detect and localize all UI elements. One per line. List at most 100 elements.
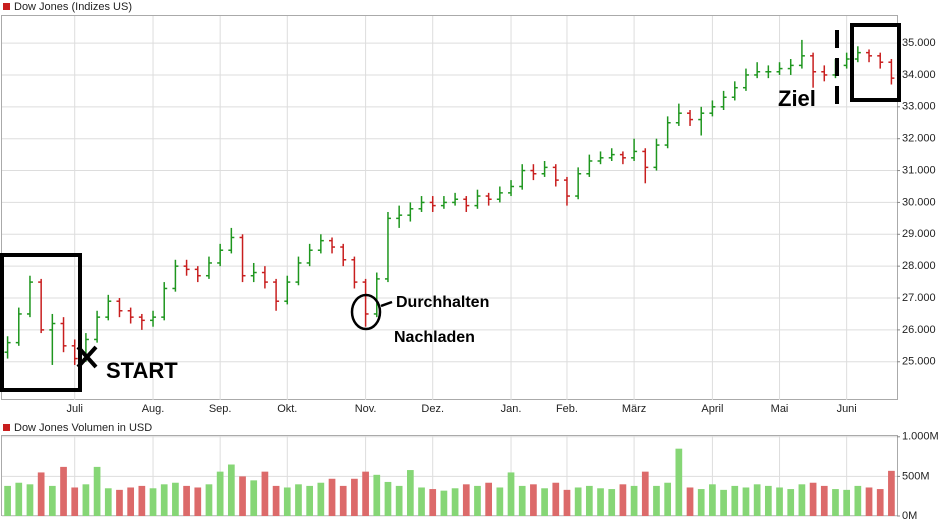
volume-bar	[272, 485, 280, 516]
annotation: START	[106, 358, 178, 383]
y-tick-label: 35.000	[902, 37, 936, 49]
volume-bar	[283, 487, 291, 516]
y-tick-label: 33.000	[902, 101, 936, 113]
volume-bar	[776, 487, 783, 516]
volume-bar	[574, 487, 582, 516]
y-tick-label: 29.000	[902, 228, 936, 240]
volume-bar	[60, 466, 67, 516]
annotation: Durchhalten	[396, 294, 489, 311]
y-tick-label: 31.000	[902, 164, 936, 176]
start-cross	[76, 345, 98, 369]
annotation: Nachladen	[394, 329, 475, 346]
volume-bar	[406, 470, 414, 516]
price-panel	[1, 15, 898, 400]
volume-bar	[809, 482, 817, 516]
volume-bar	[664, 482, 672, 516]
marks: Juli Aug. Sep. Okt. Nov. Dez. Jan. Feb. März Apri…	[2, 16, 939, 522]
volume-bar	[116, 489, 123, 516]
volume-bar	[787, 489, 795, 516]
volume-bar	[608, 489, 616, 516]
legend-swatch	[3, 3, 10, 10]
volume-bar	[261, 471, 269, 516]
volume-bar	[697, 489, 705, 516]
volume-bar	[597, 488, 604, 516]
volume-bar	[104, 488, 112, 516]
volume-bar	[630, 485, 638, 516]
y-tick-label: 26.000	[902, 324, 936, 336]
x-tick-label: Juli	[66, 403, 83, 415]
volume-bar	[888, 470, 895, 516]
volume-bar	[530, 484, 537, 516]
volume-bar	[362, 471, 369, 516]
volume-bar	[250, 480, 258, 516]
start-box	[0, 253, 82, 392]
volume-bar	[306, 485, 314, 516]
x-tick-label: Sep.	[209, 403, 232, 415]
x-tick-label: April	[701, 403, 723, 415]
x-tick-label: Nov.	[355, 403, 377, 415]
x-tick-label: Mai	[771, 403, 789, 415]
volume-bar	[485, 482, 493, 516]
y-tick-label: 0M	[902, 510, 917, 522]
y-tick-label: 34.000	[902, 69, 936, 81]
y-tick-label: 25.000	[902, 356, 936, 368]
volume-bar	[239, 476, 246, 516]
y-tick-label: 1.000M	[902, 431, 939, 443]
y-tick-label: 28.000	[902, 260, 936, 272]
volume-bar	[451, 488, 459, 516]
volume-bar	[686, 487, 694, 516]
x-tick-label: Feb.	[556, 403, 578, 415]
volume-bar	[48, 485, 56, 516]
volume-bar	[172, 482, 179, 516]
volume-bar	[832, 489, 839, 516]
volume-bar	[518, 485, 526, 516]
target-box	[850, 23, 901, 102]
volume-bar	[876, 489, 884, 516]
volume-bar	[37, 472, 45, 516]
volume-bar	[462, 484, 470, 516]
volume-bar	[474, 485, 481, 516]
volume-bar	[820, 485, 828, 516]
x-tick-label: Dez.	[421, 403, 444, 415]
circle-marker	[350, 293, 382, 331]
volume-bar	[227, 464, 235, 516]
y-tick-label: 500M	[902, 470, 930, 482]
y-tick-label: 32.000	[902, 133, 936, 145]
volume-bar	[675, 448, 683, 516]
volume-bar	[641, 471, 649, 516]
volume-bar	[373, 474, 381, 516]
pointer	[380, 300, 393, 308]
volume-bar	[160, 484, 168, 516]
volume-bar	[429, 489, 437, 516]
volume-bar	[440, 490, 448, 516]
x-tick-label: Aug.	[142, 403, 165, 415]
x-tick-label: Jan.	[501, 403, 522, 415]
volume-bar	[82, 484, 90, 516]
volume-bar	[205, 484, 213, 516]
volume-bar	[865, 487, 873, 516]
volume-bar	[764, 485, 772, 516]
volume-bar	[563, 489, 571, 516]
volume-bar	[15, 482, 23, 516]
volume-bar	[731, 485, 739, 516]
volume-bar	[93, 466, 101, 516]
volume-bar	[619, 484, 627, 516]
volume-bar	[798, 484, 806, 516]
volume-bar	[351, 478, 358, 516]
volume-bar	[753, 484, 761, 516]
volume-bar	[127, 487, 135, 516]
volume-bar	[653, 485, 660, 516]
x-tick-label: Juni	[837, 403, 857, 415]
volume-bar	[742, 487, 750, 516]
volume-bar	[317, 482, 325, 516]
volume-bar	[418, 487, 425, 516]
y-tick-label: 27.000	[902, 292, 936, 304]
volume-bar	[496, 487, 504, 516]
volume-bar	[71, 487, 79, 516]
volume-bar	[854, 485, 862, 516]
legend-swatch	[3, 424, 10, 431]
volume-bar	[720, 489, 727, 516]
annotations: START Durchhalten Nachladen Ziel	[0, 23, 901, 392]
